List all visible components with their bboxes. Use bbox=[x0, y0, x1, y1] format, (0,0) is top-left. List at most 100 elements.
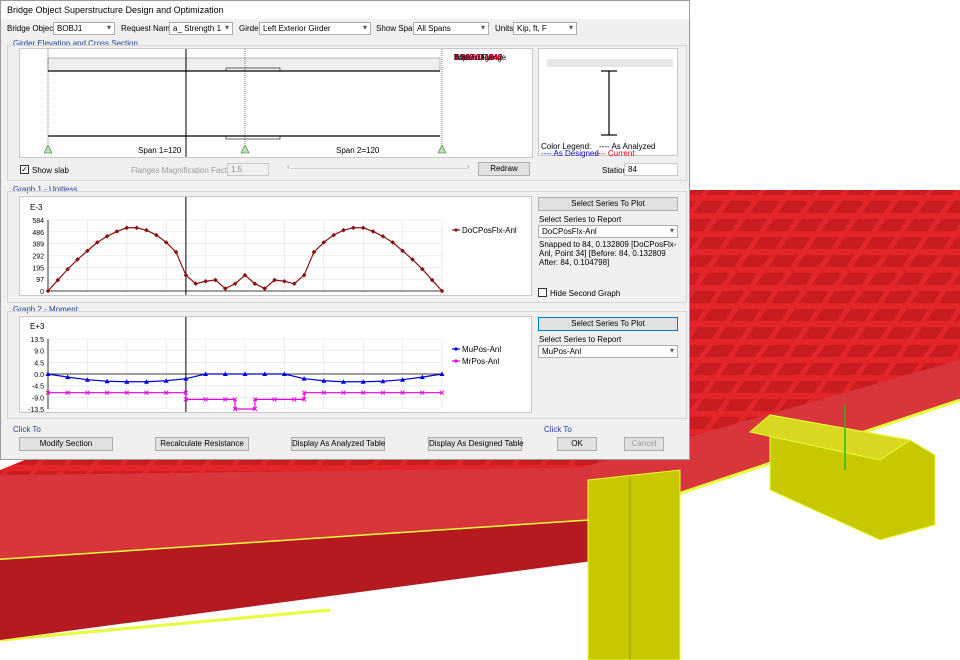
data-point bbox=[85, 390, 90, 395]
data-point bbox=[341, 379, 346, 384]
data-point bbox=[144, 390, 149, 395]
request-name-label: Request Name bbox=[121, 24, 175, 33]
data-point bbox=[45, 288, 51, 294]
y-tick-label: -13.5 bbox=[28, 407, 44, 412]
data-point bbox=[65, 390, 71, 395]
color-legend-label: Color Legend: bbox=[541, 142, 592, 151]
data-point bbox=[104, 390, 110, 395]
data-point bbox=[301, 397, 307, 402]
data-point bbox=[410, 257, 415, 262]
data-point bbox=[163, 240, 169, 245]
graph1-group bbox=[7, 191, 687, 303]
show-span-select[interactable]: All Spans ▾ bbox=[413, 22, 489, 35]
ok-button[interactable]: OK bbox=[557, 437, 597, 451]
span2-label: Span 2=120 bbox=[336, 146, 380, 155]
data-point bbox=[124, 379, 130, 384]
data-point bbox=[380, 378, 386, 384]
y-tick-label: 292 bbox=[32, 254, 44, 261]
data-point bbox=[183, 390, 189, 395]
data-point bbox=[163, 378, 169, 383]
elevation-group-title: Girder Elevation and Cross Section bbox=[13, 39, 138, 48]
girder-select[interactable]: Left Exterior Girder ▾ bbox=[259, 22, 371, 35]
graph2-select-series-button[interactable]: Select Series To Plot bbox=[538, 317, 678, 331]
support-icon bbox=[437, 144, 447, 154]
data-point bbox=[439, 390, 445, 395]
cancel-button[interactable]: Cancel bbox=[624, 437, 664, 451]
y-tick-label: -4.5 bbox=[32, 384, 44, 391]
show-slab-checkbox[interactable]: ✓ bbox=[20, 165, 29, 174]
show-span-label: Show Span bbox=[376, 24, 417, 33]
data-point bbox=[321, 390, 327, 395]
display-designed-table-button[interactable]: Display As Designed Table bbox=[428, 437, 524, 451]
graph2-plot[interactable]: E+3 13.5 9.0 4.5 0.0 -4.5 -9.0 -13.5 MuPos-Anl… bbox=[19, 316, 532, 413]
click-to-label-1: Click To bbox=[13, 425, 41, 434]
deck-side bbox=[0, 360, 960, 560]
graph1-plot[interactable]: E-3 584 486 389 292 195 97 0 DoCPosFlx-Anl bbox=[19, 196, 532, 296]
as-analyzed-legend: ---- As Analyzed bbox=[599, 142, 656, 151]
data-point bbox=[370, 229, 376, 234]
data-point bbox=[419, 390, 425, 395]
data-point bbox=[144, 379, 149, 384]
span1-label: Span 1=120 bbox=[138, 146, 182, 155]
data-point bbox=[183, 397, 189, 402]
graph2-exponent: E+3 bbox=[30, 322, 45, 331]
pier-column bbox=[587, 469, 681, 660]
hide-second-graph-label: Hide Second Graph bbox=[550, 289, 621, 298]
data-point bbox=[439, 288, 445, 294]
data-point bbox=[242, 371, 248, 376]
data-point bbox=[400, 390, 405, 395]
bridge-object-select[interactable]: BOBJ1 ▾ bbox=[53, 22, 115, 35]
data-point bbox=[55, 277, 61, 283]
graph1-svg: 584 486 389 292 195 97 0 bbox=[32, 197, 460, 295]
request-name-select[interactable]: a_ Strength 1 ▾ bbox=[169, 22, 233, 35]
graph2-report-select[interactable]: MuPos-Anl ▾ bbox=[538, 345, 678, 358]
slab-rect bbox=[47, 57, 441, 72]
graph1-select-series-button[interactable]: Select Series To Plot bbox=[538, 197, 678, 211]
y-tick-label: 0.0 bbox=[34, 372, 44, 379]
data-point bbox=[232, 406, 238, 412]
legend-marker bbox=[454, 228, 458, 232]
units-select[interactable]: Kip, ft, F ▾ bbox=[513, 22, 577, 35]
graph1-exponent: E-3 bbox=[30, 203, 43, 212]
data-point bbox=[173, 249, 179, 255]
data-point bbox=[223, 286, 228, 291]
current-legend: ---- Current bbox=[595, 149, 635, 158]
station-slider[interactable] bbox=[291, 168, 467, 169]
y-tick-label: 9.0 bbox=[34, 349, 44, 356]
recalculate-resistance-button[interactable]: Recalculate Resistance bbox=[155, 437, 249, 451]
data-point bbox=[45, 371, 51, 376]
chevron-left-icon[interactable]: ‹ bbox=[287, 162, 290, 171]
legend-marker bbox=[454, 347, 458, 351]
y-tick-label: 4.5 bbox=[34, 360, 44, 367]
data-point bbox=[262, 371, 268, 376]
legend-marker bbox=[454, 359, 458, 363]
hide-second-graph-checkbox[interactable] bbox=[538, 288, 547, 297]
elevation-group bbox=[7, 45, 687, 181]
station-input[interactable]: 84 bbox=[624, 163, 678, 176]
data-point bbox=[341, 390, 346, 395]
flanges-factor-input[interactable]: 1.5 bbox=[227, 163, 269, 176]
girder-elevation-plot[interactable]: Span 1=120 Span 2=120 bbox=[19, 48, 533, 158]
graph1-title: Graph 1 - Unitless bbox=[13, 185, 78, 194]
chevron-right-icon[interactable]: › bbox=[467, 162, 470, 171]
title-bar: Bridge Object Superstructure Design and … bbox=[1, 1, 689, 19]
data-point bbox=[203, 397, 208, 402]
data-point bbox=[400, 377, 406, 382]
chevron-down-icon: ▾ bbox=[480, 23, 485, 32]
data-point bbox=[380, 390, 386, 395]
data-point bbox=[301, 376, 307, 381]
graph1-report-select[interactable]: DoCPosFlx-Anl ▾ bbox=[538, 225, 678, 238]
graph1-legend-label: DoCPosFlx-Anl bbox=[462, 226, 517, 235]
data-point bbox=[203, 371, 209, 376]
as-designed-legend: ---- As Designed bbox=[541, 149, 599, 158]
modify-section-button[interactable]: Modify Section bbox=[19, 437, 113, 451]
y-tick-label: 0 bbox=[40, 289, 44, 295]
y-tick-label: 13.5 bbox=[30, 337, 44, 344]
display-analyzed-table-button[interactable]: Display As Analyzed Table bbox=[291, 437, 385, 451]
click-to-label-2: Click To bbox=[544, 425, 572, 434]
chevron-down-icon: ▾ bbox=[106, 23, 111, 32]
redraw-button[interactable]: Redraw bbox=[478, 162, 530, 176]
y-tick-label: 389 bbox=[32, 242, 44, 249]
data-point bbox=[114, 229, 120, 234]
data-point bbox=[351, 225, 356, 231]
